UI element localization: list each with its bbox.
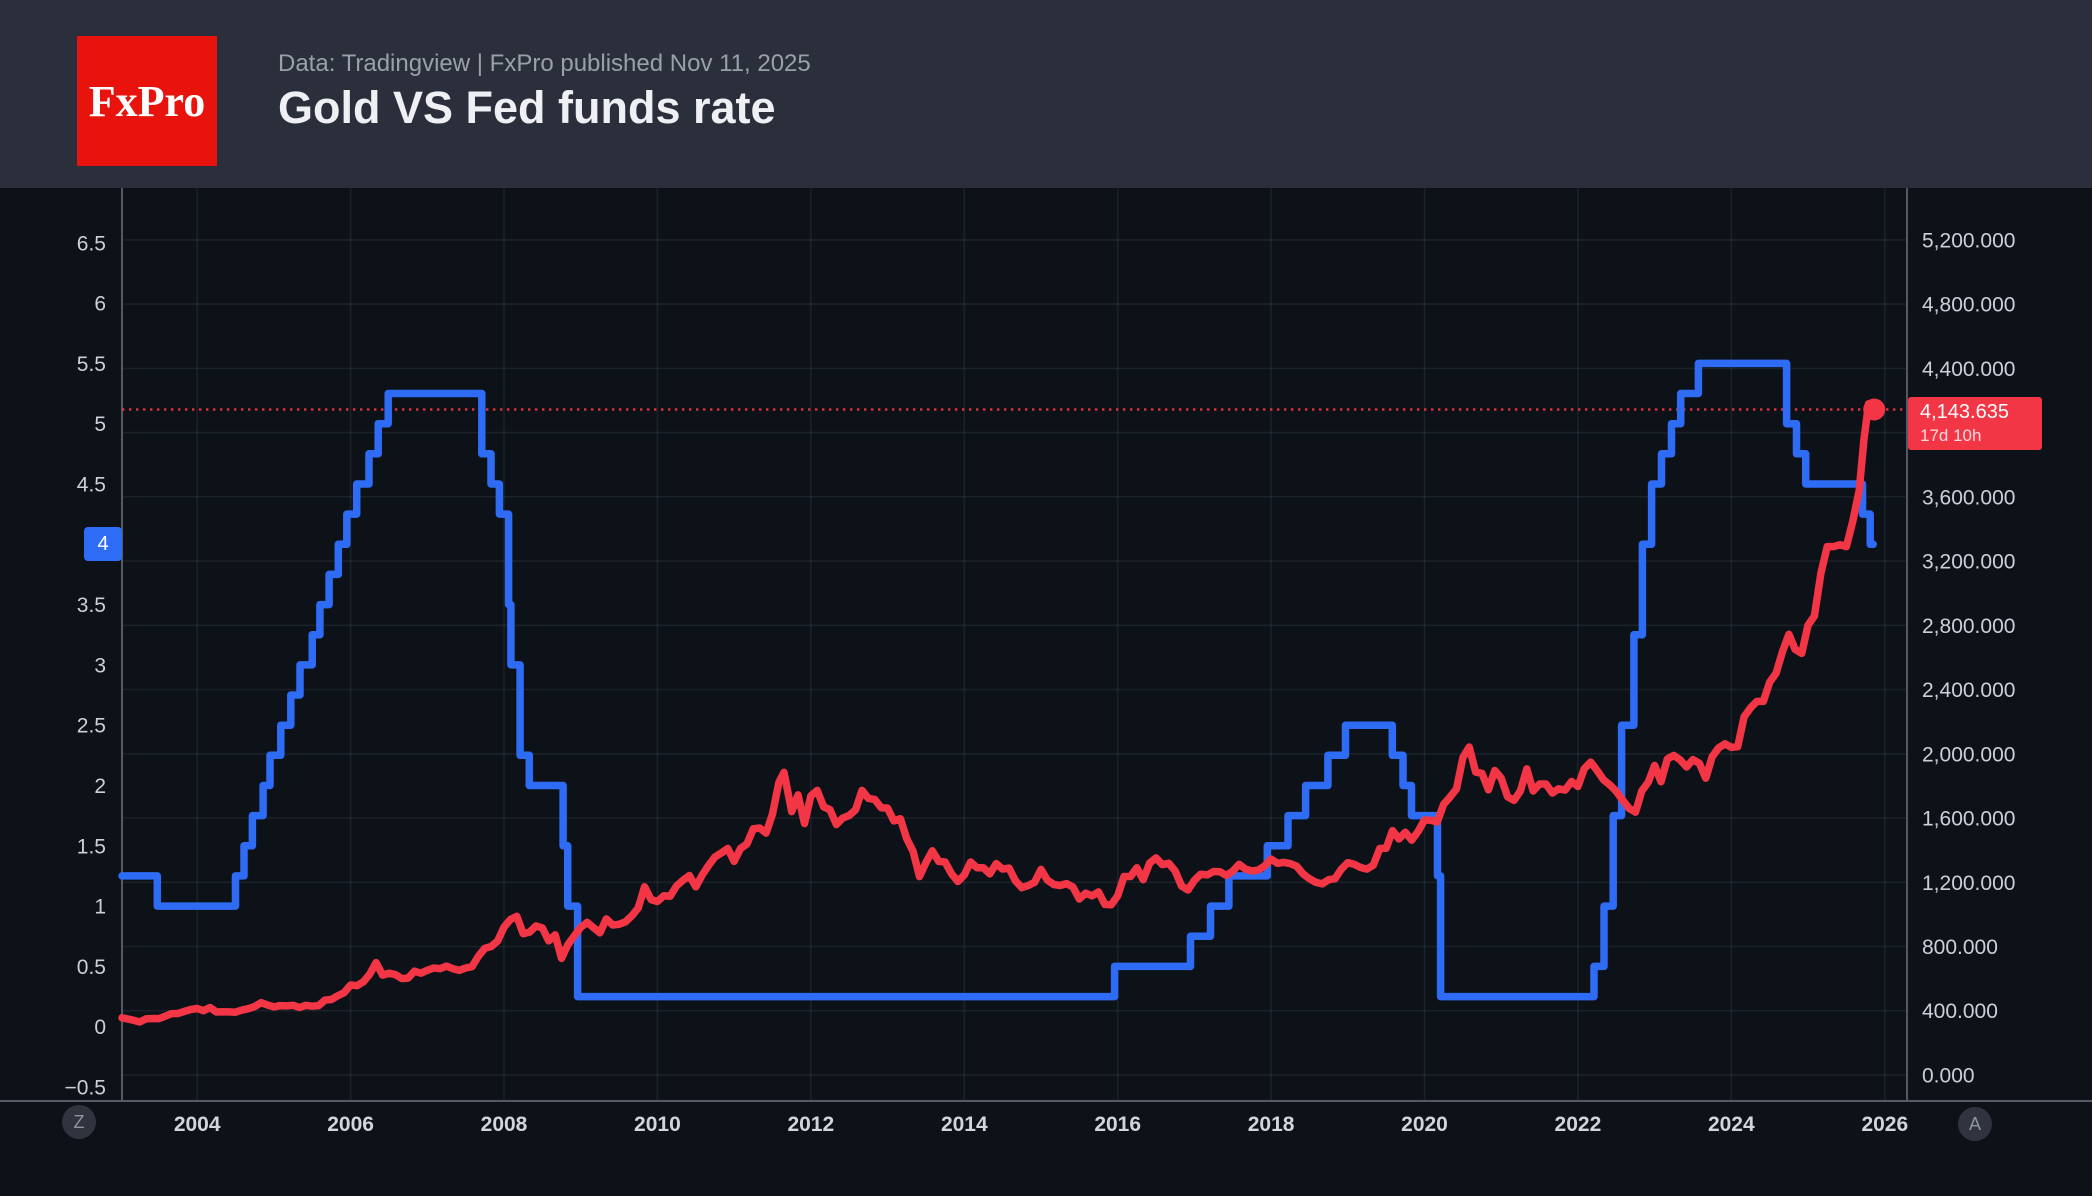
left-axis-tick: 3.5 [77, 594, 106, 617]
left-axis-tick: 3 [94, 654, 106, 677]
left-axis-tick: 0.5 [77, 956, 106, 979]
left-axis-tick: 1 [94, 896, 106, 919]
right-axis-tick: 4,800.000 [1922, 294, 2015, 317]
year-label: 2018 [1248, 1113, 1295, 1136]
right-axis-tick: 1,600.000 [1922, 808, 2015, 831]
gold-price-axis-badge: 4,143.635 17d 10h [1908, 397, 2042, 450]
left-axis-tick: 5 [94, 413, 106, 436]
left-axis-tick: 6.5 [77, 232, 106, 255]
auto-scale-button[interactable]: A [1958, 1107, 1992, 1141]
year-label: 2020 [1401, 1113, 1448, 1136]
year-label: 2022 [1555, 1113, 1602, 1136]
fed-funds-rate-line [118, 359, 1877, 1001]
right-axis-tick: 400.000 [1922, 1000, 1998, 1023]
year-label: 2024 [1708, 1113, 1755, 1136]
left-axis-tick: 1.5 [77, 835, 106, 858]
right-axis-tick: 2,400.000 [1922, 679, 2015, 702]
year-label: 2010 [634, 1113, 681, 1136]
gold-price-line [118, 399, 1878, 1026]
year-label: 2026 [1861, 1113, 1908, 1136]
right-axis-tick: 3,200.000 [1922, 551, 2015, 574]
page-title: Gold VS Fed funds rate [278, 82, 776, 133]
right-axis-tick: 800.000 [1922, 936, 1998, 959]
right-axis-tick: 1,200.000 [1922, 872, 2015, 895]
logo-text: FxPro [88, 76, 206, 126]
fxpro-logo: FxPro [77, 36, 217, 166]
gold-current-price: 4,143.635 [1920, 401, 2009, 423]
left-axis-tick: 5.5 [77, 353, 106, 376]
bar-close-countdown: 17d 10h [1920, 426, 1982, 445]
left-axis-tick: 0 [94, 1016, 106, 1039]
gold-last-price-dot [1863, 398, 1886, 421]
right-axis-tick: 2,800.000 [1922, 615, 2015, 638]
year-label: 2016 [1094, 1113, 1141, 1136]
year-label: 2014 [941, 1113, 988, 1136]
right-axis-tick: 5,200.000 [1922, 229, 2015, 252]
fed-rate-axis-badge: 4 [84, 527, 122, 561]
zoom-reset-button[interactable]: Z [62, 1105, 96, 1139]
year-label: 2012 [787, 1113, 834, 1136]
header: FxPro Data: Tradingview | FxPro publishe… [0, 0, 2092, 188]
right-axis-tick: 3,600.000 [1922, 486, 2015, 509]
year-label: 2004 [174, 1113, 221, 1136]
left-axis-tick: 4.5 [77, 474, 106, 497]
right-axis-tick: 2,000.000 [1922, 743, 2015, 766]
year-label: 2006 [327, 1113, 374, 1136]
left-axis-tick: 2 [94, 775, 106, 798]
left-axis-tick: 2.5 [77, 715, 106, 738]
left-axis-tick: 6 [94, 293, 106, 316]
chart-subtitle: Data: Tradingview | FxPro published Nov … [278, 50, 811, 77]
right-axis-tick: 0.000 [1922, 1065, 1975, 1088]
left-axis-tick: −0.5 [65, 1077, 106, 1100]
year-label: 2008 [481, 1113, 528, 1136]
right-axis-tick: 4,400.000 [1922, 358, 2015, 381]
